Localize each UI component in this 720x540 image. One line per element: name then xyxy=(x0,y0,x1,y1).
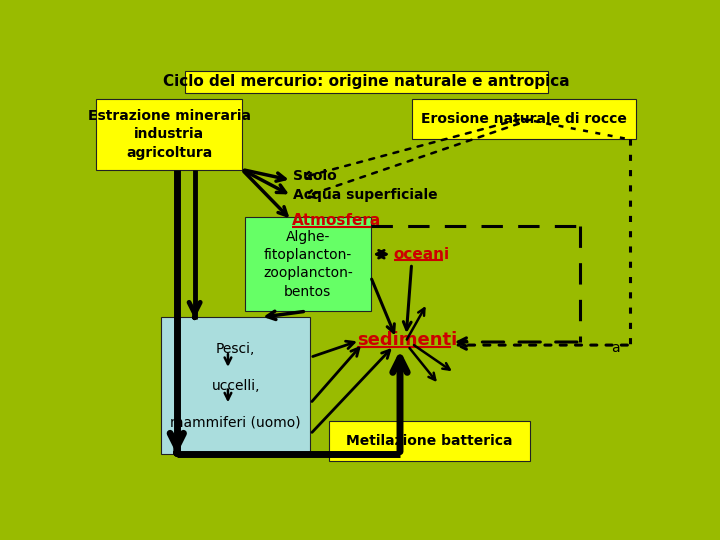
Text: sedimenti: sedimenti xyxy=(357,330,458,349)
Text: Atmosfera: Atmosfera xyxy=(292,213,381,228)
Bar xyxy=(96,99,242,170)
Text: Estrazione mineraria
industria
agricoltura: Estrazione mineraria industria agricoltu… xyxy=(88,109,251,159)
Text: Alghe-
fitoplancton-
zooplancton-
bentos: Alghe- fitoplancton- zooplancton- bentos xyxy=(263,230,353,299)
Text: Ciclo del mercurio: origine naturale e antropica: Ciclo del mercurio: origine naturale e a… xyxy=(163,74,570,89)
Text: a: a xyxy=(611,341,619,355)
Text: Pesci,
 
uccelli,
 
mammiferi (uomo): Pesci, uccelli, mammiferi (uomo) xyxy=(171,342,301,430)
Bar xyxy=(329,421,530,461)
Bar xyxy=(161,318,310,455)
Text: Metilazione batterica: Metilazione batterica xyxy=(346,434,513,448)
Bar xyxy=(245,217,371,311)
Text: Suolo
Acqua superficiale: Suolo Acqua superficiale xyxy=(293,169,438,202)
Bar xyxy=(185,71,548,92)
Bar xyxy=(412,99,636,139)
Text: oceani: oceani xyxy=(394,247,450,262)
Text: Erosione naturale di rocce: Erosione naturale di rocce xyxy=(421,112,627,126)
